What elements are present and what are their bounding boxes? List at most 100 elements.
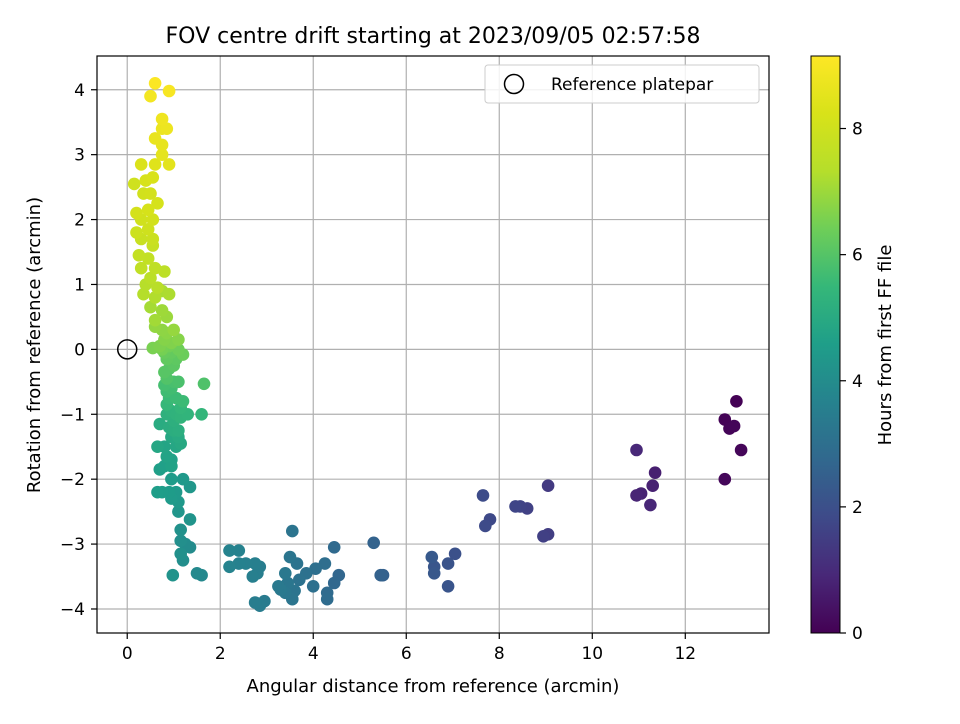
- data-point: [169, 391, 183, 405]
- data-point: [165, 472, 178, 486]
- data-point: [144, 271, 157, 285]
- data-point: [476, 489, 490, 502]
- data-point: [223, 544, 236, 557]
- data-point: [132, 249, 146, 262]
- y-tick-label: 1: [74, 275, 85, 295]
- data-point: [151, 281, 164, 295]
- plot-frame: [96, 55, 770, 634]
- data-point: [318, 557, 332, 570]
- data-point: [144, 300, 157, 314]
- x-tick-label: 2: [215, 644, 226, 664]
- data-point: [162, 84, 176, 98]
- data-point: [727, 419, 741, 433]
- data-point: [537, 530, 550, 543]
- data-point: [158, 365, 171, 379]
- data-point: [148, 158, 162, 171]
- data-point: [427, 567, 441, 580]
- data-point: [176, 472, 190, 486]
- y-axis-ticks: −4 −3 −2 −1 0 1 2 3 4: [60, 81, 97, 620]
- data-point: [293, 573, 306, 587]
- data-point: [166, 568, 180, 582]
- data-point: [146, 232, 160, 246]
- x-tick-label: 0: [122, 644, 133, 664]
- data-point: [165, 459, 178, 473]
- data-point: [148, 291, 162, 304]
- data-point: [232, 544, 246, 557]
- y-tick-label: −4: [60, 600, 85, 620]
- x-tick-label: 12: [674, 644, 696, 664]
- data-point: [327, 576, 341, 590]
- data-point: [441, 580, 455, 593]
- data-point: [155, 148, 169, 161]
- data-point: [148, 132, 162, 145]
- data-point: [327, 541, 341, 554]
- x-tick-label: 8: [494, 644, 505, 664]
- data-point: [141, 203, 155, 217]
- data-point: [283, 550, 297, 564]
- reference-platepar-marker: [116, 339, 138, 360]
- y-tick-label: −1: [60, 405, 85, 425]
- data-point: [130, 206, 143, 220]
- data-point: [306, 580, 320, 593]
- data-point: [155, 304, 169, 317]
- data-point: [160, 450, 174, 463]
- data-point: [630, 443, 643, 457]
- data-point: [144, 89, 157, 103]
- data-point: [155, 112, 169, 126]
- data-point: [172, 505, 185, 518]
- y-tick-label: 2: [74, 211, 85, 231]
- data-point: [162, 158, 176, 171]
- data-point: [127, 177, 141, 191]
- x-tick-label: 6: [401, 644, 412, 664]
- y-tick-label: 4: [74, 81, 85, 101]
- data-point: [448, 547, 462, 561]
- legend-box: [484, 64, 760, 104]
- data-point: [183, 513, 197, 526]
- data-point: [174, 534, 187, 548]
- colorbar-tick-label: 4: [852, 372, 863, 392]
- colorbar: [810, 55, 841, 634]
- data-points: [127, 77, 748, 612]
- x-tick-label: 10: [581, 644, 603, 664]
- data-point: [172, 424, 185, 437]
- data-point: [320, 592, 334, 606]
- data-point: [734, 443, 748, 457]
- data-point: [441, 557, 455, 570]
- data-point: [374, 568, 388, 582]
- colorbar-tick-label: 2: [852, 498, 863, 518]
- colorbar-label: Hours from first FF file: [875, 245, 896, 446]
- data-point: [151, 485, 164, 499]
- data-point: [167, 323, 180, 337]
- data-point: [148, 261, 162, 275]
- x-axis-label: Angular distance from reference (arcmin): [247, 676, 620, 697]
- data-point: [190, 567, 204, 580]
- colorbar-tick-label: 6: [852, 246, 863, 266]
- x-axis-ticks: 0 2 4 6 8 10 12: [122, 633, 696, 664]
- colorbar-ticks: 0 2 4 6 8: [840, 120, 863, 644]
- data-point: [718, 472, 732, 486]
- colorbar-tick-label: 0: [852, 624, 863, 644]
- data-point: [367, 536, 381, 550]
- data-point: [644, 498, 657, 512]
- data-point: [151, 440, 164, 454]
- data-point: [146, 171, 160, 184]
- data-point: [195, 408, 208, 421]
- data-point: [648, 466, 662, 480]
- y-axis-label: Rotation from reference (arcmin): [24, 197, 45, 493]
- data-point: [144, 187, 157, 200]
- data-point: [130, 226, 143, 239]
- data-point: [630, 489, 643, 502]
- data-point: [730, 395, 743, 408]
- data-point: [279, 567, 292, 580]
- y-tick-label: −2: [60, 470, 85, 490]
- data-point: [172, 375, 185, 389]
- y-tick-label: 0: [74, 340, 85, 360]
- data-point: [148, 313, 162, 327]
- data-point: [509, 500, 522, 513]
- chart-title: FOV centre drift starting at 2023/09/05 …: [166, 24, 701, 49]
- grid-lines: [97, 56, 769, 633]
- data-point: [646, 479, 659, 493]
- data-point: [223, 560, 236, 574]
- data-point: [541, 479, 555, 493]
